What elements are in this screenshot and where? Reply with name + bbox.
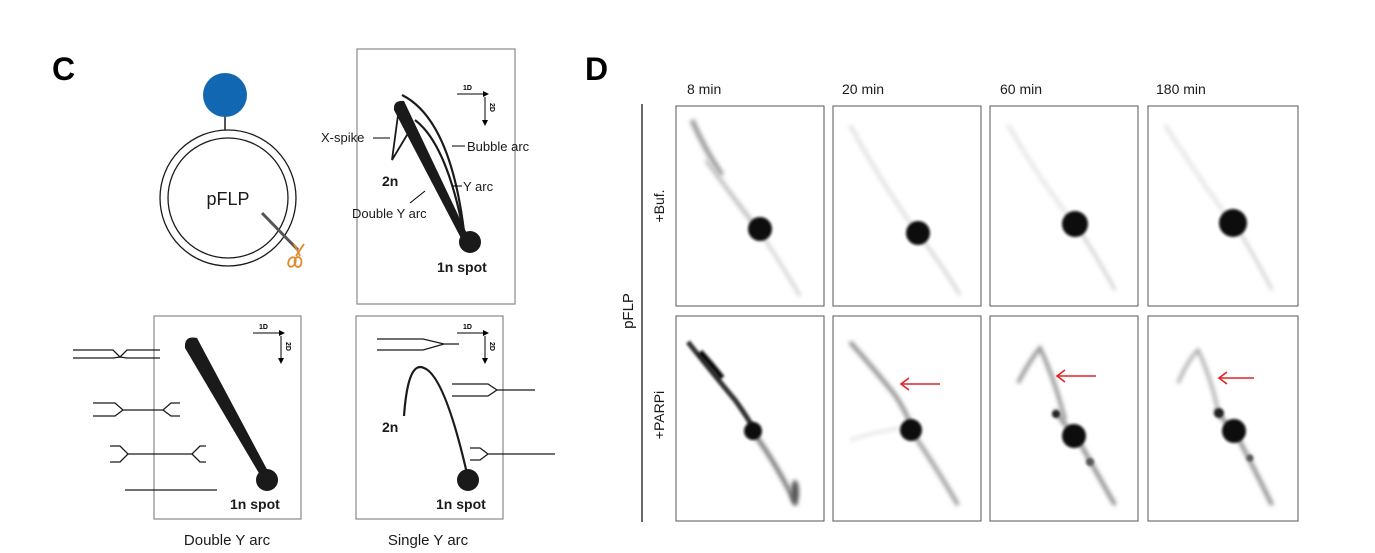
- double-y-caption: Double Y arc: [184, 532, 271, 549]
- plasmid-inner-ring: [167, 137, 289, 259]
- plasmid-diagram: pFLP: [159, 73, 305, 268]
- double-y-frame: [153, 315, 302, 520]
- arrow-60min: [1055, 369, 1096, 383]
- x-spike-curve: [391, 114, 411, 161]
- double-y-wedge: [184, 337, 270, 480]
- overview-2d-label: 2D: [488, 103, 495, 112]
- panel-c-label: C: [52, 51, 75, 87]
- plasmid-outer-ring: [159, 129, 297, 267]
- overview-frame: [356, 48, 516, 305]
- bubble-arc-label: Bubble arc: [467, 139, 530, 154]
- single-y-axis-arrows: 1D 2D: [457, 324, 495, 364]
- single-y-caption: Single Y arc: [388, 532, 469, 549]
- double-y-axis-arrows: 1D 2D: [253, 324, 291, 364]
- overview-1d-label: 1D: [463, 85, 472, 92]
- single-y-frame: [355, 315, 504, 520]
- gel-parpi-20min: [832, 315, 982, 522]
- double-y-spike: [393, 100, 470, 244]
- single-y-1n-spot-label: 1n spot: [436, 496, 486, 512]
- protein-circle-icon: [203, 73, 247, 117]
- double-y-1n-spot-label: 1n spot: [230, 496, 280, 512]
- single-y-1n-spot: [457, 469, 479, 491]
- gel-buf-20min: [832, 105, 982, 307]
- condition-label-buf: +Buf.: [651, 189, 667, 222]
- overview-1n-spot-label: 1n spot: [437, 259, 487, 275]
- double-y-1n-spot: [256, 469, 278, 491]
- condition-label-parpi: +PARPi: [651, 391, 667, 439]
- gel-parpi-8min: [675, 315, 825, 522]
- panel-d: D pFLP 8 min 20 min 60 min 180 min +Buf.…: [585, 51, 1299, 522]
- gel-parpi-180min: [1147, 315, 1299, 522]
- single-y-2d-label: 2D: [488, 342, 495, 351]
- single-y-molecules: [377, 338, 555, 461]
- time-label-180min: 180 min: [1156, 81, 1206, 97]
- y-arc-curve: [414, 119, 467, 241]
- gel-parpi-60min: [989, 315, 1139, 522]
- cut-line: [260, 211, 300, 252]
- double-y-2d-label: 2D: [284, 342, 291, 351]
- time-label-60min: 60 min: [1000, 81, 1042, 97]
- single-y-1d-label: 1D: [463, 324, 472, 331]
- gel-buf-8min: [675, 105, 825, 307]
- overview-axis-arrows: 1D 2D: [457, 85, 495, 126]
- double-y-molecules: [73, 349, 217, 491]
- time-label-8min: 8 min: [687, 81, 721, 97]
- double-y-diagram: 1D 2D 1n spot Double Y arc: [73, 315, 302, 549]
- panel-c: C pFLP 1D 2D: [52, 48, 555, 549]
- arrow-20min: [899, 377, 940, 391]
- arrow-180min: [1217, 371, 1254, 385]
- side-label: pFLP: [620, 293, 637, 329]
- overview-diagram: 1D 2D X-spike Bubble arc 2n Y arc Double…: [321, 48, 530, 305]
- time-label-20min: 20 min: [842, 81, 884, 97]
- gel-buf-60min: [989, 105, 1139, 307]
- double-y-1d-label: 1D: [259, 324, 268, 331]
- x-spike-label: X-spike: [321, 130, 364, 145]
- gel-buf-180min: [1147, 105, 1299, 307]
- two-n-label: 2n: [382, 173, 398, 189]
- scissors-icon: [287, 243, 305, 268]
- single-y-diagram: 1D 2D 2n 1n spot Single Y arc: [355, 315, 555, 549]
- single-y-arc: [402, 365, 470, 479]
- bubble-arc-curve: [401, 94, 467, 241]
- double-y-arc-label: Double Y arc: [352, 206, 427, 221]
- overview-1n-spot: [459, 231, 481, 253]
- y-arc-label: Y arc: [463, 179, 494, 194]
- panel-d-label: D: [585, 51, 608, 87]
- plasmid-name: pFLP: [206, 189, 249, 209]
- single-y-two-n-label: 2n: [382, 419, 398, 435]
